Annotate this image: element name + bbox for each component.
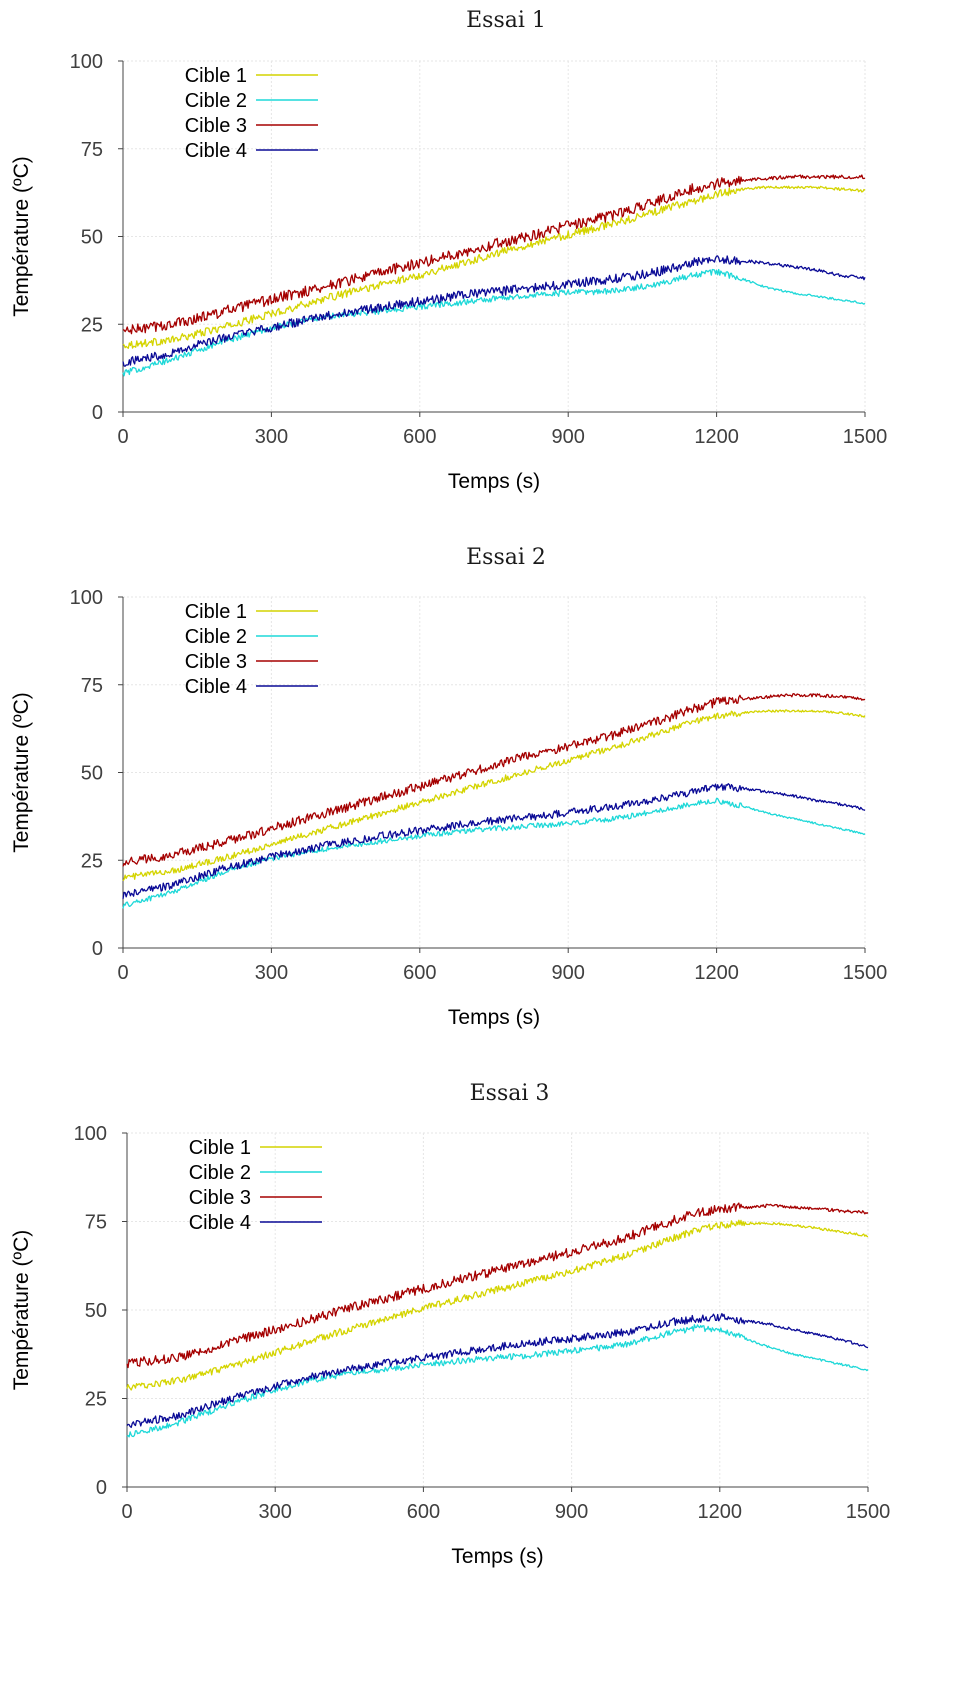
series-line-2 xyxy=(122,797,866,909)
series-line-3 xyxy=(122,693,866,867)
chart-1: Essai 1 0 300 600 900 1200 1500 0 25 50 75 100 Temps… xyxy=(10,8,887,493)
legend: Cible 1 Cible 2 Cible 3 Cible 4 xyxy=(189,1137,322,1234)
y-axis-label: Température (ºC) xyxy=(10,156,33,317)
grid xyxy=(122,60,866,413)
x-tick-label: 300 xyxy=(255,426,288,448)
y-tick-label: 50 xyxy=(81,227,103,249)
x-axis-label: Temps (s) xyxy=(451,1545,543,1568)
y-tick-label: 50 xyxy=(85,1300,107,1322)
series-line-1 xyxy=(122,185,866,349)
x-axis-label: Temps (s) xyxy=(448,470,540,493)
y-tick-label: 25 xyxy=(81,314,103,336)
y-tick-label: 100 xyxy=(70,587,103,609)
y-tick-label: 100 xyxy=(74,1123,107,1145)
legend-label: Cible 4 xyxy=(189,1212,251,1234)
series-line-2 xyxy=(126,1324,869,1438)
series-line-3 xyxy=(126,1202,869,1369)
x-tick-label: 0 xyxy=(117,962,128,984)
x-tick-label: 1200 xyxy=(698,1501,743,1523)
x-tick-label: 600 xyxy=(403,962,436,984)
y-tick-label: 0 xyxy=(96,1477,107,1499)
series-line-4 xyxy=(122,255,866,367)
series-line-3 xyxy=(122,174,866,335)
y-tick-label: 75 xyxy=(81,675,103,697)
y-tick-label: 50 xyxy=(81,763,103,785)
x-tick-label: 900 xyxy=(552,426,585,448)
legend-label: Cible 2 xyxy=(185,626,247,648)
x-tick-label: 300 xyxy=(259,1501,292,1523)
y-tick-label: 0 xyxy=(92,402,103,424)
chart-2: Essai 2 0 300 600 900 1200 1500 0 25 50 75 100 Temps… xyxy=(10,545,887,1029)
y-tick-label: 75 xyxy=(85,1212,107,1234)
x-tick-label: 300 xyxy=(255,962,288,984)
x-tick-label: 0 xyxy=(121,1501,132,1523)
legend: Cible 1 Cible 2 Cible 3 Cible 4 xyxy=(185,601,318,698)
chart-title: Essai 2 xyxy=(466,545,546,570)
grid xyxy=(122,596,866,949)
x-tick-label: 900 xyxy=(552,962,585,984)
series-line-1 xyxy=(126,1219,869,1391)
y-tick-label: 25 xyxy=(85,1389,107,1411)
legend-label: Cible 3 xyxy=(185,651,247,673)
x-axis-label: Temps (s) xyxy=(448,1006,540,1029)
chart-title: Essai 3 xyxy=(470,1081,550,1106)
series-line-1 xyxy=(122,709,866,882)
x-tick-label: 0 xyxy=(117,426,128,448)
legend-label: Cible 2 xyxy=(185,90,247,112)
legend-label: Cible 3 xyxy=(189,1187,251,1209)
y-tick-label: 25 xyxy=(81,850,103,872)
series-line-4 xyxy=(122,783,866,900)
x-tick-label: 1200 xyxy=(694,426,739,448)
y-axis-label: Température (ºC) xyxy=(10,1230,33,1391)
chart-3: Essai 3 0 300 600 900 1200 1500 0 25 50 75 100 Temps… xyxy=(10,1081,890,1568)
x-tick-label: 1500 xyxy=(846,1501,891,1523)
legend-label: Cible 1 xyxy=(189,1137,251,1159)
x-tick-label: 600 xyxy=(403,426,436,448)
x-tick-label: 1500 xyxy=(843,426,888,448)
y-tick-label: 0 xyxy=(92,938,103,960)
legend-label: Cible 1 xyxy=(185,601,247,623)
legend-label: Cible 4 xyxy=(185,676,247,698)
x-tick-label: 900 xyxy=(555,1501,588,1523)
chart-title: Essai 1 xyxy=(466,8,546,33)
legend-label: Cible 2 xyxy=(189,1162,251,1184)
legend: Cible 1 Cible 2 Cible 3 Cible 4 xyxy=(185,65,318,162)
series-line-4 xyxy=(126,1312,869,1429)
y-tick-label: 100 xyxy=(70,51,103,73)
legend-label: Cible 1 xyxy=(185,65,247,87)
y-tick-label: 75 xyxy=(81,139,103,161)
legend-label: Cible 3 xyxy=(185,115,247,137)
x-tick-label: 600 xyxy=(407,1501,440,1523)
x-tick-label: 1500 xyxy=(843,962,888,984)
y-axis-label: Température (ºC) xyxy=(10,692,33,853)
legend-label: Cible 4 xyxy=(185,140,247,162)
series-line-2 xyxy=(122,268,866,377)
x-tick-label: 1200 xyxy=(694,962,739,984)
